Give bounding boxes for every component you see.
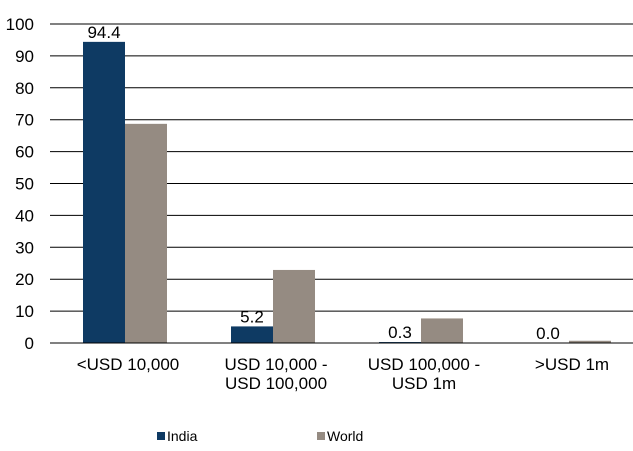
x-category-label: <USD 10,000 xyxy=(77,355,180,374)
category-labels: <USD 10,000 USD 10,000 -USD 100,000 USD 10… xyxy=(77,355,609,393)
data-labels: 94.4 5.2 0.3 0.0 xyxy=(87,23,559,343)
y-tick-label: 70 xyxy=(15,111,34,130)
x-category-label: USD 1m xyxy=(392,374,456,393)
y-tick-label: 40 xyxy=(15,206,34,225)
bar-india xyxy=(83,41,125,343)
legend-label-india: India xyxy=(167,428,198,444)
data-label: 94.4 xyxy=(87,23,120,42)
legend: India World xyxy=(157,428,363,444)
bar-world xyxy=(569,340,611,343)
data-label: 0.3 xyxy=(388,323,412,342)
y-tick-label: 90 xyxy=(15,47,34,66)
bar-world xyxy=(125,123,167,343)
y-tick-label: 0 xyxy=(25,334,34,353)
y-tick-label: 100 xyxy=(6,15,34,34)
y-tick-label: 60 xyxy=(15,143,34,162)
data-label: 5.2 xyxy=(240,307,264,326)
bars xyxy=(83,41,611,343)
legend-swatch-india xyxy=(157,432,165,440)
bar-world xyxy=(421,318,463,343)
legend-swatch-world xyxy=(317,432,325,440)
x-category-label: USD 100,000 xyxy=(225,374,327,393)
y-tick-label: 30 xyxy=(15,238,34,257)
legend-label-world: World xyxy=(327,428,363,444)
data-label: 0.0 xyxy=(536,324,560,343)
bar-india xyxy=(231,326,273,343)
y-tick-label: 10 xyxy=(15,302,34,321)
y-tick-label: 50 xyxy=(15,175,34,194)
x-category-label: >USD 1m xyxy=(535,355,609,374)
x-category-label: USD 100,000 - xyxy=(368,355,480,374)
x-category-label: USD 10,000 - xyxy=(225,355,328,374)
y-axis-ticks: 0 10 20 30 40 50 60 70 80 90 100 xyxy=(6,15,34,353)
y-tick-label: 80 xyxy=(15,79,34,98)
bar-world xyxy=(273,269,315,343)
y-tick-label: 20 xyxy=(15,270,34,289)
